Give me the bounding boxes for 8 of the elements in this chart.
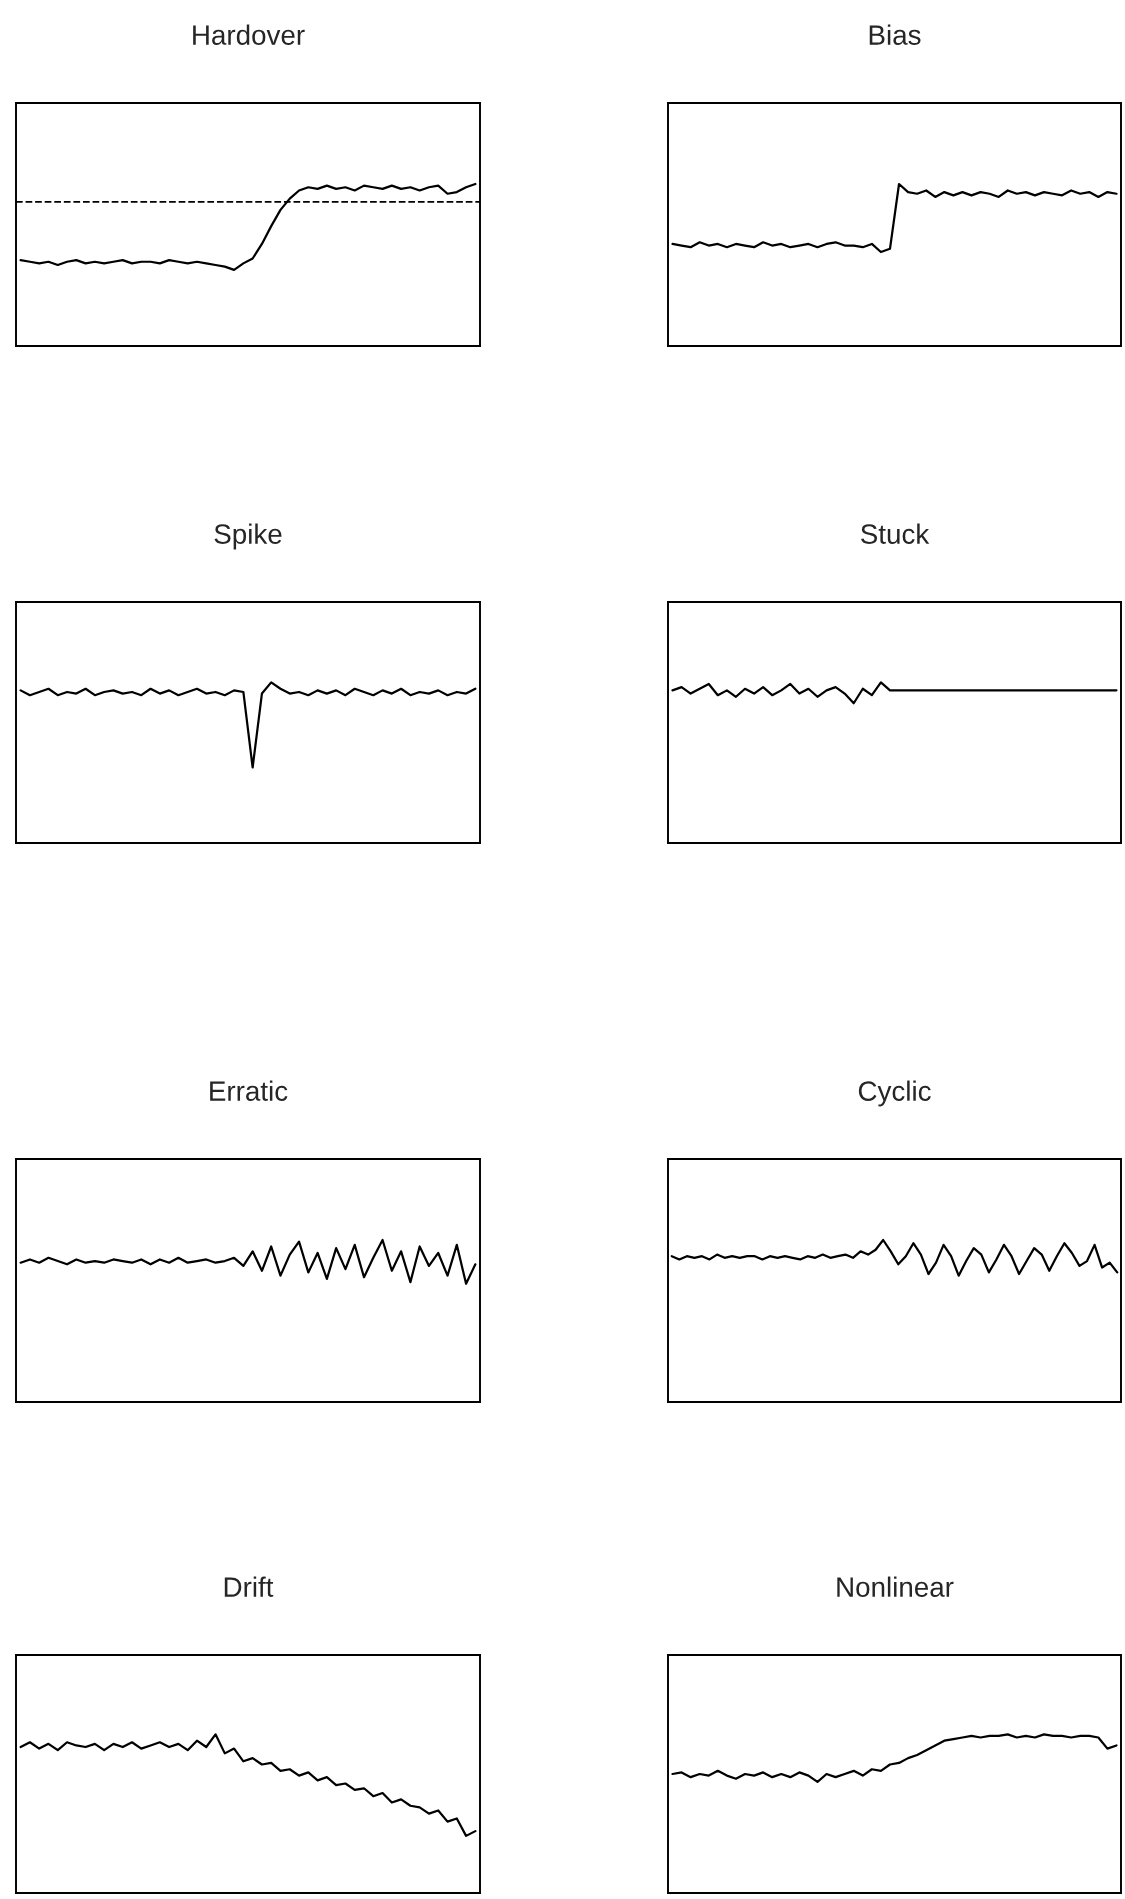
- chart-title: Drift: [224, 1576, 274, 1597]
- chart-title: Cyclic: [858, 1080, 931, 1107]
- chart-title: Hardover: [193, 24, 305, 45]
- chart-title: Bias: [869, 24, 921, 45]
- chart-title: Erratic: [210, 1080, 288, 1101]
- chart-title: Spike: [214, 523, 282, 550]
- chart-title: Stuck: [861, 523, 930, 544]
- chart-title: Nonlinear: [837, 1576, 954, 1597]
